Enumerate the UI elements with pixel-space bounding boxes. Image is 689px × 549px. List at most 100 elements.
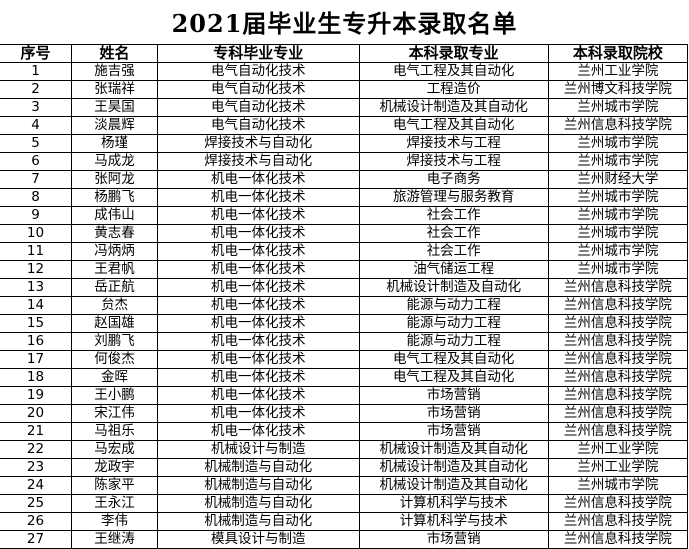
table-row: 13 岳正航 机电一体化技术 机械设计制造及自动化 兰州信息科技学院 bbox=[0, 278, 689, 297]
cell-admitted-major: 电气工程及其自动化 bbox=[358, 350, 549, 369]
cell-name: 何俊杰 bbox=[71, 350, 158, 369]
table-row: 27 王继涛 模具设计与制造 市场营销 兰州信息科技学院 bbox=[0, 530, 689, 549]
table-row: 3 王昊国 电气自动化技术 机械设计制造及其自动化 兰州城市学院 bbox=[0, 98, 689, 117]
header-col-college-major: 专科毕业专业 bbox=[156, 44, 360, 63]
cell-admitted-school: 兰州信息科技学院 bbox=[547, 386, 689, 405]
table-row: 22 马宏成 机械设计与制造 机械设计制造及其自动化 兰州工业学院 bbox=[0, 440, 689, 459]
cell-admitted-major: 机械设计制造及其自动化 bbox=[358, 458, 549, 477]
cell-college-major: 机电一体化技术 bbox=[156, 224, 360, 243]
cell-admitted-school: 兰州信息科技学院 bbox=[547, 494, 689, 513]
cell-name: 成伟山 bbox=[71, 206, 158, 225]
cell-college-major: 焊接技术与自动化 bbox=[156, 152, 360, 171]
cell-name: 岳正航 bbox=[71, 278, 158, 297]
table-row: 24 陈家平 机械制造与自动化 机械设计制造及其自动化 兰州城市学院 bbox=[0, 476, 689, 495]
cell-index: 25 bbox=[0, 494, 72, 513]
cell-college-major: 机电一体化技术 bbox=[156, 260, 360, 279]
cell-admitted-school: 兰州信息科技学院 bbox=[547, 278, 689, 297]
cell-index: 19 bbox=[0, 386, 72, 405]
cell-admitted-major: 机械设计制造及其自动化 bbox=[358, 440, 549, 459]
cell-index: 16 bbox=[0, 332, 72, 351]
header-col-name: 姓名 bbox=[71, 44, 158, 63]
cell-admitted-school: 兰州城市学院 bbox=[547, 242, 689, 261]
cell-index: 22 bbox=[0, 440, 72, 459]
cell-index: 12 bbox=[0, 260, 72, 279]
cell-name: 马祖乐 bbox=[71, 422, 158, 441]
cell-admitted-school: 兰州城市学院 bbox=[547, 188, 689, 207]
cell-index: 2 bbox=[0, 80, 72, 99]
cell-admitted-school: 兰州城市学院 bbox=[547, 260, 689, 279]
cell-college-major: 电气自动化技术 bbox=[156, 98, 360, 117]
cell-admitted-major: 机械设计制造及其自动化 bbox=[358, 476, 549, 495]
cell-admitted-major: 计算机科学与技术 bbox=[358, 494, 549, 513]
table-row: 9 成伟山 机电一体化技术 社会工作 兰州城市学院 bbox=[0, 206, 689, 225]
cell-college-major: 机电一体化技术 bbox=[156, 422, 360, 441]
cell-admitted-major: 机械设计制造及其自动化 bbox=[358, 98, 549, 117]
cell-name: 马成龙 bbox=[71, 152, 158, 171]
cell-college-major: 模具设计与制造 bbox=[156, 530, 360, 549]
cell-name: 杨瑾 bbox=[71, 134, 158, 153]
cell-admitted-major: 市场营销 bbox=[358, 404, 549, 423]
cell-admitted-major: 电气工程及其自动化 bbox=[358, 116, 549, 135]
table-row: 23 龙政宇 机械制造与自动化 机械设计制造及其自动化 兰州工业学院 bbox=[0, 458, 689, 477]
table-row: 16 刘鹏飞 机电一体化技术 能源与动力工程 兰州信息科技学院 bbox=[0, 332, 689, 351]
table-row: 12 王君帆 机电一体化技术 油气储运工程 兰州城市学院 bbox=[0, 260, 689, 279]
cell-admitted-school: 兰州城市学院 bbox=[547, 476, 689, 495]
cell-admitted-major: 社会工作 bbox=[358, 206, 549, 225]
table-row: 25 王永江 机械制造与自动化 计算机科学与技术 兰州信息科技学院 bbox=[0, 494, 689, 513]
cell-admitted-school: 兰州博文科技学院 bbox=[547, 80, 689, 99]
cell-admitted-major: 电子商务 bbox=[358, 170, 549, 189]
cell-admitted-major: 社会工作 bbox=[358, 242, 549, 261]
cell-index: 6 bbox=[0, 152, 72, 171]
cell-index: 23 bbox=[0, 458, 72, 477]
cell-admitted-major: 市场营销 bbox=[358, 422, 549, 441]
table-row: 11 冯炳炳 机电一体化技术 社会工作 兰州城市学院 bbox=[0, 242, 689, 261]
cell-college-major: 机电一体化技术 bbox=[156, 368, 360, 387]
cell-name: 黄志春 bbox=[71, 224, 158, 243]
cell-name: 施吉强 bbox=[71, 62, 158, 81]
cell-admitted-school: 兰州城市学院 bbox=[547, 134, 689, 153]
cell-college-major: 机电一体化技术 bbox=[156, 314, 360, 333]
cell-admitted-major: 焊接技术与工程 bbox=[358, 134, 549, 153]
cell-index: 7 bbox=[0, 170, 72, 189]
cell-admitted-major: 社会工作 bbox=[358, 224, 549, 243]
cell-name: 李伟 bbox=[71, 512, 158, 531]
cell-college-major: 机电一体化技术 bbox=[156, 206, 360, 225]
cell-name: 刘鹏飞 bbox=[71, 332, 158, 351]
cell-college-major: 机电一体化技术 bbox=[156, 404, 360, 423]
cell-admitted-major: 工程造价 bbox=[358, 80, 549, 99]
cell-college-major: 机械制造与自动化 bbox=[156, 512, 360, 531]
cell-admitted-major: 市场营销 bbox=[358, 530, 549, 549]
cell-name: 王昊国 bbox=[71, 98, 158, 117]
cell-name: 张阿龙 bbox=[71, 170, 158, 189]
cell-college-major: 机电一体化技术 bbox=[156, 188, 360, 207]
cell-college-major: 电气自动化技术 bbox=[156, 116, 360, 135]
cell-admitted-school: 兰州城市学院 bbox=[547, 206, 689, 225]
cell-name: 王小鹏 bbox=[71, 386, 158, 405]
cell-admitted-school: 兰州信息科技学院 bbox=[547, 512, 689, 531]
table-row: 7 张阿龙 机电一体化技术 电子商务 兰州财经大学 bbox=[0, 170, 689, 189]
cell-name: 马宏成 bbox=[71, 440, 158, 459]
cell-college-major: 机电一体化技术 bbox=[156, 296, 360, 315]
cell-admitted-major: 能源与动力工程 bbox=[358, 314, 549, 333]
cell-index: 3 bbox=[0, 98, 72, 117]
table-row: 17 何俊杰 机电一体化技术 电气工程及其自动化 兰州信息科技学院 bbox=[0, 350, 689, 369]
header-col-admitted-major: 本科录取专业 bbox=[358, 44, 549, 63]
cell-admitted-major: 机械设计制造及自动化 bbox=[358, 278, 549, 297]
table-row: 8 杨鹏飞 机电一体化技术 旅游管理与服务教育 兰州城市学院 bbox=[0, 188, 689, 207]
header-col-admitted-school: 本科录取院校 bbox=[547, 44, 689, 63]
cell-admitted-school: 兰州工业学院 bbox=[547, 62, 689, 81]
cell-admitted-school: 兰州城市学院 bbox=[547, 98, 689, 117]
cell-college-major: 机电一体化技术 bbox=[156, 278, 360, 297]
table-row: 1 施吉强 电气自动化技术 电气工程及其自动化 兰州工业学院 bbox=[0, 62, 689, 81]
cell-admitted-major: 旅游管理与服务教育 bbox=[358, 188, 549, 207]
cell-name: 贠杰 bbox=[71, 296, 158, 315]
cell-college-major: 机电一体化技术 bbox=[156, 350, 360, 369]
cell-admitted-major: 市场营销 bbox=[358, 386, 549, 405]
cell-admitted-major: 计算机科学与技术 bbox=[358, 512, 549, 531]
cell-index: 24 bbox=[0, 476, 72, 495]
cell-index: 26 bbox=[0, 512, 72, 531]
table-row: 18 金晖 机电一体化技术 电气工程及其自动化 兰州信息科技学院 bbox=[0, 368, 689, 387]
cell-name: 张瑞祥 bbox=[71, 80, 158, 99]
cell-index: 8 bbox=[0, 188, 72, 207]
cell-admitted-school: 兰州信息科技学院 bbox=[547, 296, 689, 315]
